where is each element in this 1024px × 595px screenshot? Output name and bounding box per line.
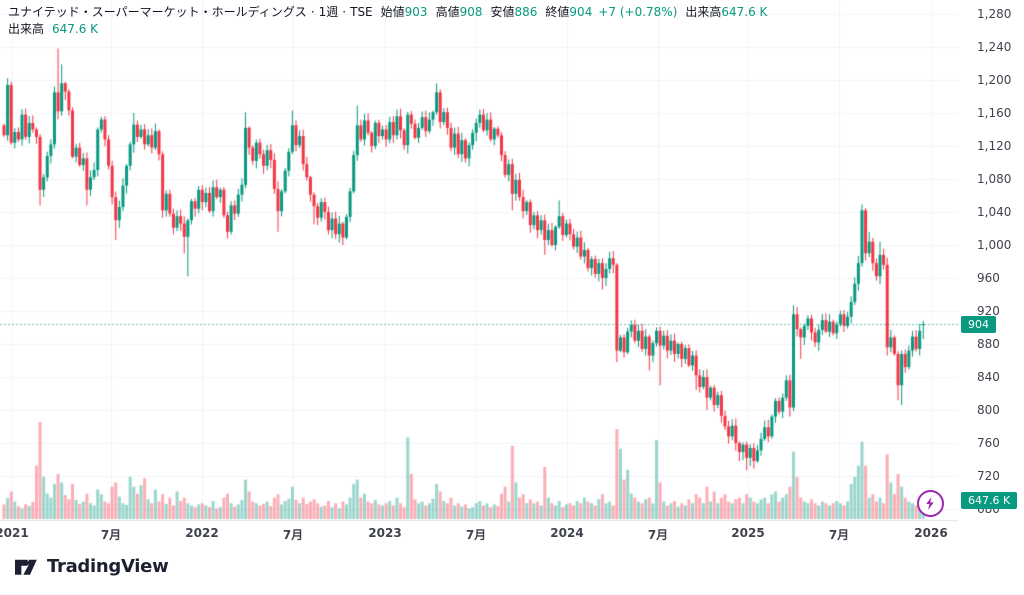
low-label: 安値 bbox=[490, 5, 515, 19]
time-axis[interactable]: 2021 7月 2022 7月 2023 7月 2024 7月 2025 7月 2026 bbox=[0, 520, 958, 545]
price-axis[interactable]: 904 647.6 K 1,280 1,240 1,200 1,160 1,120 1,0… bbox=[958, 0, 1024, 545]
current-price-badge: 904 bbox=[961, 316, 996, 334]
tradingview-logo-icon bbox=[15, 559, 37, 575]
time-axis-label: 2022 bbox=[185, 526, 219, 540]
volume-row-label: 出来高 bbox=[8, 22, 45, 36]
price-axis-label: 720 bbox=[977, 469, 1000, 483]
lightning-icon bbox=[926, 497, 934, 510]
time-axis-label: 2023 bbox=[368, 526, 402, 540]
price-axis-label: 800 bbox=[977, 403, 1000, 417]
price-axis-label: 1,000 bbox=[977, 238, 1012, 252]
price-axis-label: 840 bbox=[977, 370, 1000, 384]
time-axis-label: 2025 bbox=[731, 526, 765, 540]
price-axis-label: 1,080 bbox=[977, 172, 1012, 186]
time-axis-label: 2024 bbox=[550, 526, 584, 540]
price-axis-label: 880 bbox=[977, 337, 1000, 351]
volume-label: 出来高 bbox=[685, 5, 722, 19]
separator-dot: · bbox=[342, 5, 347, 19]
volume-row-value: 647.6 K bbox=[52, 22, 99, 36]
time-axis-label: 2026 bbox=[914, 526, 948, 540]
high-value: 908 bbox=[459, 5, 483, 19]
time-axis-label: 7月 bbox=[647, 528, 669, 542]
price-axis-label: 760 bbox=[977, 436, 1000, 450]
symbol-title: ユナイテッド・スーパーマーケット・ホールディングス bbox=[8, 5, 307, 19]
low-value: 886 bbox=[514, 5, 538, 19]
time-axis-label: 7月 bbox=[100, 528, 122, 542]
time-axis-label: 7月 bbox=[282, 528, 304, 542]
price-axis-label: 920 bbox=[977, 304, 1000, 318]
open-value: 903 bbox=[404, 5, 428, 19]
legend-volume-row[interactable]: 出来高 647.6 K bbox=[8, 21, 767, 38]
price-axis-label: 1,280 bbox=[977, 7, 1012, 21]
price-axis-label: 1,200 bbox=[977, 73, 1012, 87]
tradingview-logo-text: TradingView bbox=[47, 556, 169, 577]
time-axis-label: 7月 bbox=[828, 528, 850, 542]
price-axis-label: 960 bbox=[977, 271, 1000, 285]
volume-badge: 647.6 K bbox=[961, 492, 1018, 509]
close-value: 904 bbox=[569, 5, 593, 19]
price-axis-label: 1,240 bbox=[977, 40, 1012, 54]
price-axis-label: 1,160 bbox=[977, 106, 1012, 120]
legend-symbol-row[interactable]: ユナイテッド・スーパーマーケット・ホールディングス · 1週 · TSE 始値903 高値9… bbox=[8, 4, 767, 21]
price-axis-label: 1,120 bbox=[977, 139, 1012, 153]
boost-button[interactable] bbox=[917, 490, 944, 517]
legend: ユナイテッド・スーパーマーケット・ホールディングス · 1週 · TSE 始値903 高値9… bbox=[8, 4, 767, 38]
time-axis-label: 2021 bbox=[0, 526, 29, 540]
close-label: 終値 bbox=[545, 5, 570, 19]
volume-value: 647.6 K bbox=[721, 5, 768, 19]
tradingview-logo[interactable]: TradingView bbox=[12, 553, 169, 580]
exchange-label: TSE bbox=[350, 5, 373, 19]
change-value: +7 (+0.78%) bbox=[598, 5, 678, 19]
time-axis-label: 7月 bbox=[465, 528, 487, 542]
high-label: 高値 bbox=[435, 5, 460, 19]
interval-label: 1週 bbox=[318, 5, 339, 19]
open-label: 始値 bbox=[380, 5, 405, 19]
price-axis-label: 1,040 bbox=[977, 205, 1012, 219]
separator-dot: · bbox=[310, 5, 315, 19]
